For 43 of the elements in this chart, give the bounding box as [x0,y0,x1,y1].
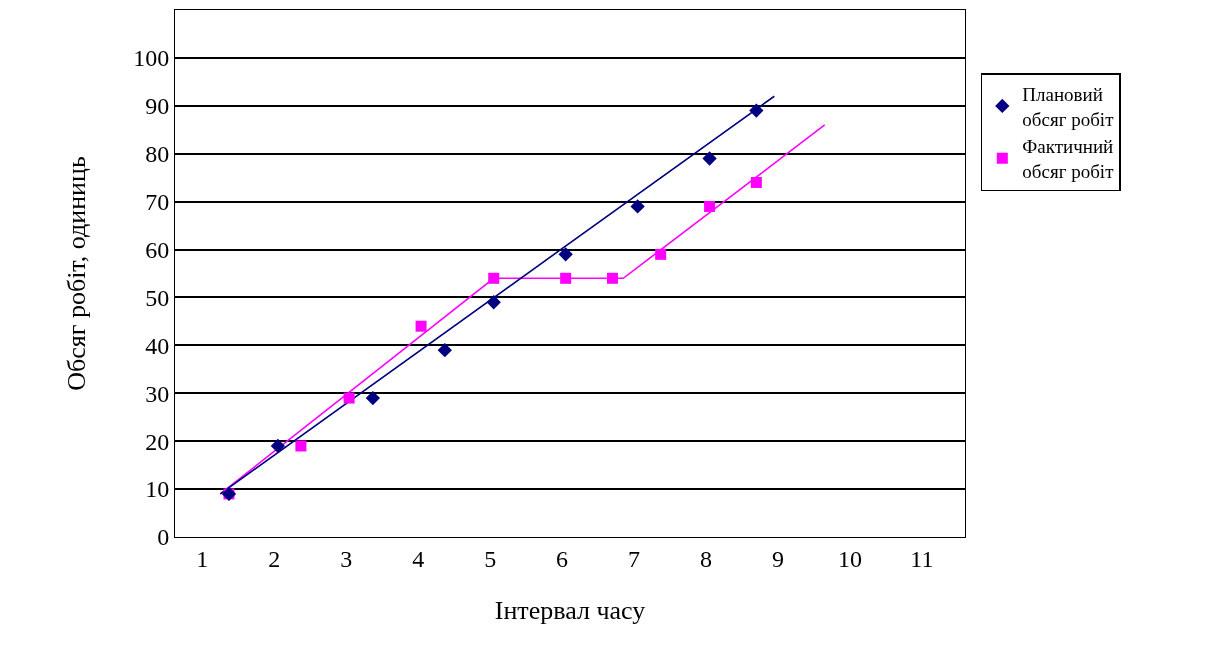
legend-label: Плановий обсяг робіт [1022,84,1115,130]
x-tick-label: 1 [196,545,209,572]
x-tick-label: 2 [268,545,281,572]
point [630,199,645,214]
x-tick-label: 11 [910,545,934,572]
y-tick-label: 100 [133,45,170,72]
y-tick-label: 50 [145,284,170,311]
point [486,295,501,310]
point [606,272,618,284]
legend-label: Фактичний обсяг робіт [1022,136,1115,183]
point [415,320,427,332]
point [702,151,717,166]
x-tick-label: 4 [412,545,425,572]
point [750,176,762,188]
point [270,438,286,454]
y-tick-label: 0 [157,524,170,551]
x-tick-label: 8 [699,545,712,572]
x-tick-label: 3 [340,545,353,572]
y-tick-label: 70 [145,189,170,216]
point [295,440,307,452]
point [560,272,572,284]
point [488,272,500,284]
y-tick-label: 40 [145,332,170,359]
y-tick-label: 90 [145,93,170,120]
point [343,392,355,404]
x-tick-label: 7 [628,545,641,572]
point [749,103,764,118]
x-tick-label: 6 [556,545,569,572]
y-tick-label: 20 [145,428,170,455]
y-axis-title: Обсяг робіт, одиниць [61,156,91,391]
point [558,247,573,262]
y-tick-label: 10 [145,476,170,503]
point [655,248,667,260]
point [365,390,381,406]
y-tick-label: 30 [145,380,170,407]
y-tick-label: 60 [145,236,170,263]
x-tick-label: 9 [771,545,784,572]
x-axis-title: Інтервал часу [494,596,646,626]
y-tick-label: 80 [145,141,170,168]
point [704,200,716,212]
x-tick-label: 10 [837,545,862,572]
x-tick-label: 5 [484,545,497,572]
point [437,343,452,358]
